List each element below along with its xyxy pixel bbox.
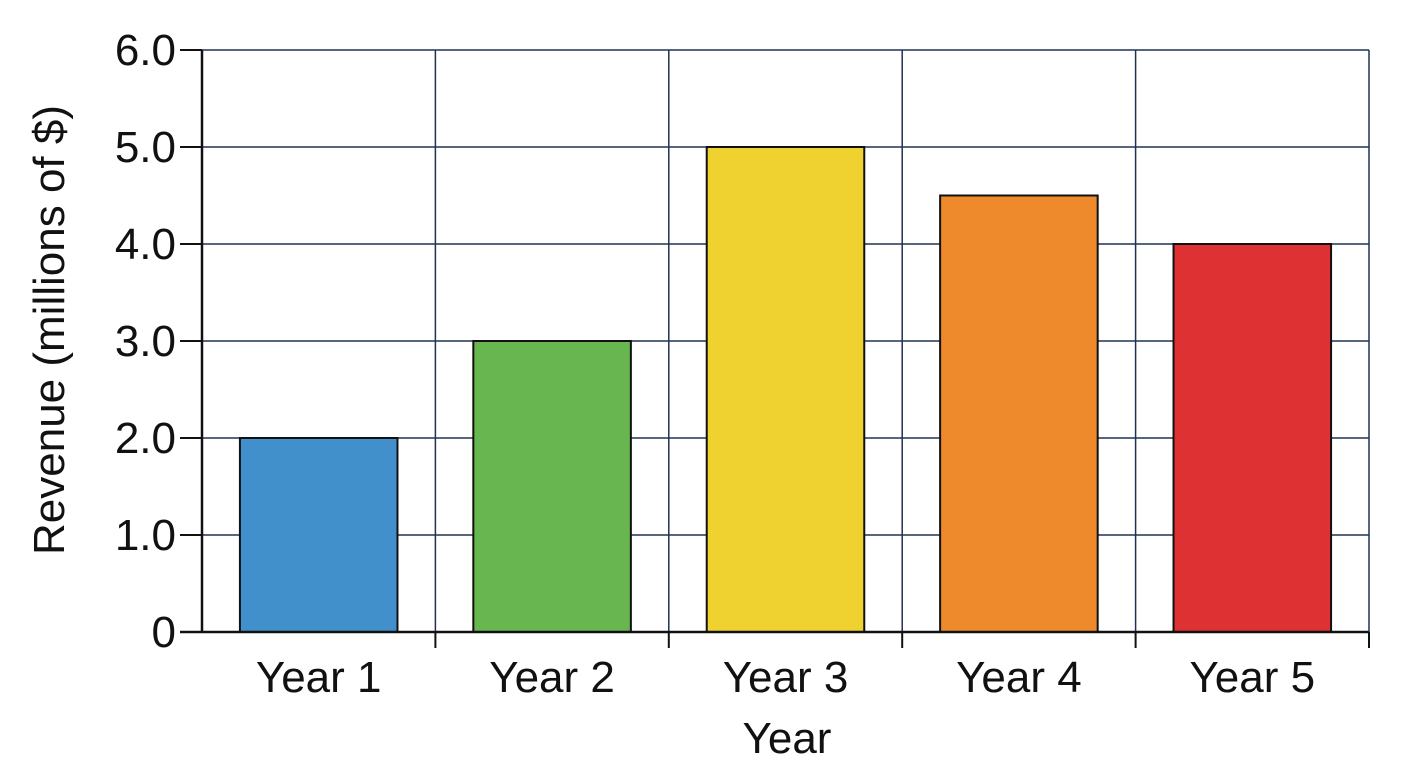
y-tick-label: 3.0 bbox=[115, 317, 176, 366]
x-axis-title: Year bbox=[743, 714, 832, 763]
bars bbox=[238, 146, 1333, 633]
bar-1 bbox=[238, 437, 399, 633]
x-tick-label: Year 2 bbox=[489, 653, 615, 702]
bar-5 bbox=[1172, 243, 1333, 633]
y-tick-label: 5.0 bbox=[115, 123, 176, 172]
tick-labels: 0 1.0 2.0 3.0 4.0 5.0 6.0 Year 1 Year 2 Year 3 Yea… bbox=[115, 26, 1315, 702]
x-tick-label: Year 1 bbox=[256, 653, 382, 702]
bar-4 bbox=[939, 194, 1099, 633]
y-tick-label: 1.0 bbox=[115, 511, 176, 560]
y-tick-label: 2.0 bbox=[115, 414, 176, 463]
x-tick-label: Year 3 bbox=[723, 653, 849, 702]
axes bbox=[180, 49, 1370, 648]
bar-3 bbox=[705, 146, 866, 633]
y-axis-title: Revenue (millions of $) bbox=[25, 105, 74, 555]
y-tick-label: 0 bbox=[152, 608, 176, 657]
y-tick-label: 4.0 bbox=[115, 220, 176, 269]
x-tick-label: Year 4 bbox=[956, 653, 1082, 702]
bar-2 bbox=[472, 340, 632, 633]
x-tick-label: Year 5 bbox=[1189, 653, 1315, 702]
y-tick-label: 6.0 bbox=[115, 26, 176, 75]
